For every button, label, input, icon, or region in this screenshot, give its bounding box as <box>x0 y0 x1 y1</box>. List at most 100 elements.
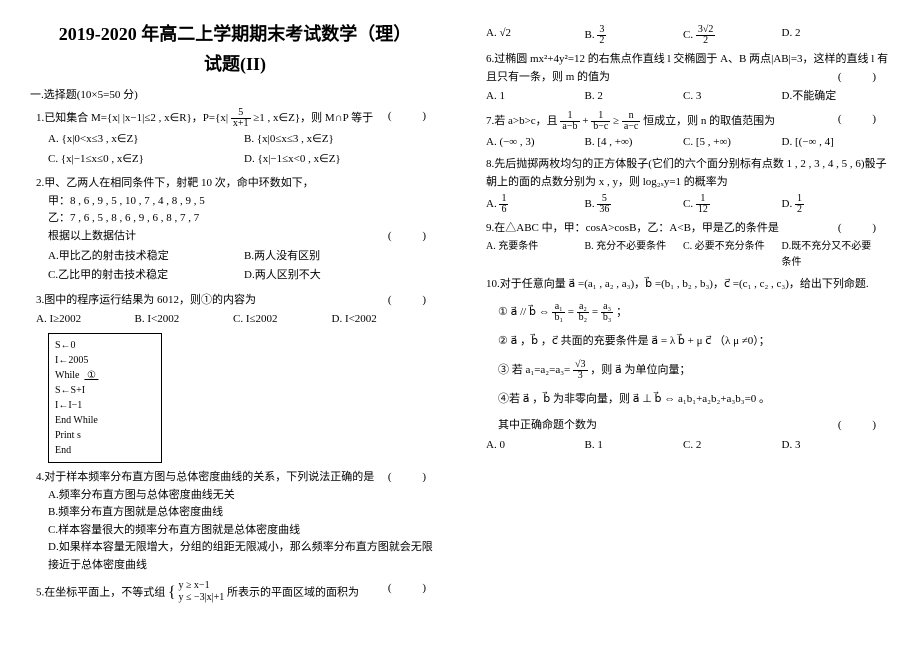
q10-item3: ③ 若 a₁=a₂=a₃= √33 ，则 a⃗ 为单位向量； <box>498 360 890 381</box>
code-line: S←S+I <box>55 383 155 398</box>
q3-stem: 3.图中的程序运行结果为 6012，则①的内容为 <box>36 294 256 306</box>
code-line: I←2005 <box>55 353 155 368</box>
question-6: 6.过椭圆 mx²+4y²=12 的右焦点作直线 l 交椭圆于 A、B 两点|A… <box>486 51 890 106</box>
q4-a: A.频率分布直方图与总体密度曲线无关 <box>48 487 440 505</box>
q10-item1: ① a⃗ // b⃗ ⇔ a₁b₁ = a₂b₂ = a₃b₃ ； <box>498 302 890 323</box>
q9-c: C. 必要不充分条件 <box>683 239 782 271</box>
q7-d: D. [(−∞ , 4] <box>782 134 881 152</box>
q1-d: D. {x|−1≤x<0 , x∈Z} <box>244 151 440 169</box>
q9-d: D.既不充分又不必要条件 <box>782 239 881 271</box>
q8-d: D. 12 <box>782 194 881 215</box>
q10-item4: ④若 a⃗ ，b⃗ 为非零向量，则 a⃗ ⊥ b⃗ ⇔ a₁b₁+a₂b₂+a₃… <box>498 391 890 409</box>
q5-a: A. √2 <box>486 25 585 46</box>
q5-c: C. 3√22 <box>683 25 782 46</box>
question-9: 9.在△ABC 中，甲：cosA>cosB，乙：A<B，甲是乙的条件是 ( ) … <box>486 220 890 272</box>
left-column: 2019-2020 年高二上学期期末考试数学（理） 试题(II) 一.选择题(1… <box>30 20 440 610</box>
q2-a: A.甲比乙的射击技术稳定 <box>48 248 244 266</box>
q8-options: A. 16 B. 536 C. 112 D. 12 <box>486 194 890 215</box>
q10-tail: 其中正确命题个数为 <box>498 419 597 431</box>
question-2: 2.甲、乙两人在相同条件下，射靶 10 次，命中环数如下， 甲：8 , 6 , … <box>36 175 440 287</box>
q3-c: C. I≤2002 <box>233 311 332 329</box>
exam-title: 2019-2020 年高二上学期期末考试数学（理） <box>30 20 440 46</box>
q1-c: C. {x|−1≤x≤0 , x∈Z} <box>48 151 244 169</box>
answer-blank: ( ) <box>838 417 890 435</box>
q1-b: B. {x|0≤x≤3 , x∈Z} <box>244 131 440 149</box>
answer-blank: ( ) <box>388 108 440 126</box>
q10-d: D. 3 <box>782 437 881 455</box>
q7-stem-b: 恒成立，则 n 的取值范围为 <box>643 115 775 127</box>
code-line: End <box>55 443 155 458</box>
question-8: 8.先后抛掷两枚均匀的正方体骰子(它们的六个面分别标有点数 1 , 2 , 3 … <box>486 156 890 214</box>
q5-options: A. √2 B. 32 C. 3√22 D. 2 <box>486 25 890 46</box>
q5-b: B. 32 <box>585 25 684 46</box>
q5-stem-b: 所表示的平面区域的面积为 <box>227 586 359 598</box>
q1-options: A. {x|0<x≤3 , x∈Z} B. {x|0≤x≤3 , x∈Z} C.… <box>48 131 440 170</box>
q9-b: B. 充分不必要条件 <box>585 239 684 271</box>
q3-a: A. I≥2002 <box>36 311 135 329</box>
q4-stem: 4.对于样本频率分布直方图与总体密度曲线的关系，下列说法正确的是 <box>36 471 374 483</box>
code-box: S←0 I←2005 While ① S←S+I I←I−1 End While… <box>48 333 162 463</box>
q5-d: D. 2 <box>782 25 881 46</box>
question-3: 3.图中的程序运行结果为 6012，则①的内容为 ( ) A. I≥2002 B… <box>36 292 440 463</box>
q10-stem: 10.对于任意向量 a⃗ =(a₁ , a₂ , a₃)，b⃗ =(b₁ , b… <box>486 276 890 294</box>
question-4: 4.对于样本频率分布直方图与总体密度曲线的关系，下列说法正确的是 ( ) A.频… <box>36 469 440 575</box>
q3-d: D. I<2002 <box>332 311 431 329</box>
q8-b: B. 536 <box>585 194 684 215</box>
q1-a: A. {x|0<x≤3 , x∈Z} <box>48 131 244 149</box>
q1-stem-b: ≥1 , x∈Z}，则 M∩P 等于 <box>253 112 373 124</box>
q2-data1: 甲：8 , 6 , 9 , 5 , 10 , 7 , 4 , 8 , 9 , 5 <box>48 193 440 211</box>
q2-options: A.甲比乙的射击技术稳定 B.两人没有区别 C.乙比甲的射击技术稳定 D.两人区… <box>48 248 440 287</box>
brace-icon: { <box>168 584 176 601</box>
q9-stem: 9.在△ABC 中，甲：cosA>cosB，乙：A<B，甲是乙的条件是 <box>486 222 779 234</box>
answer-blank: ( ) <box>388 469 440 487</box>
q10-a: A. 0 <box>486 437 585 455</box>
q10-c: C. 2 <box>683 437 782 455</box>
q5-system: y ≥ x−1 y ≤ −3|x|+1 <box>178 580 224 604</box>
q7-b: B. [4 , +∞) <box>585 134 684 152</box>
q2-data2: 乙：7 , 6 , 5 , 8 , 6 , 9 , 6 , 8 , 7 , 7 <box>48 210 440 228</box>
q9-options: A. 充要条件 B. 充分不必要条件 C. 必要不充分条件 D.既不充分又不必要… <box>486 239 890 271</box>
q2-b: B.两人没有区别 <box>244 248 440 266</box>
q2-d: D.两人区别不大 <box>244 267 440 285</box>
answer-blank: ( ) <box>838 220 890 238</box>
q6-b: B. 2 <box>585 88 684 106</box>
q7-stem-a: 7.若 a>b>c，且 <box>486 115 560 127</box>
code-line: S←0 <box>55 338 155 353</box>
q7-options: A. (−∞ , 3) B. [4 , +∞) C. [5 , +∞) D. [… <box>486 134 890 152</box>
answer-blank: ( ) <box>388 228 440 246</box>
q3-options: A. I≥2002 B. I<2002 C. I≤2002 D. I<2002 <box>36 311 440 329</box>
q10-options: A. 0 B. 1 C. 2 D. 3 <box>486 437 890 455</box>
code-line: While ① <box>55 368 155 383</box>
q3-b: B. I<2002 <box>135 311 234 329</box>
q10-b: B. 1 <box>585 437 684 455</box>
question-7: 7.若 a>b>c，且 1a−b + 1b−c ≥ na−c 恒成立，则 n 的… <box>486 111 890 152</box>
q2-prompt: 根据以上数据估计 <box>48 230 136 242</box>
q1-stem-a: 1.已知集合 M={x| |x−1|≤2 , x∈R}，P={x| <box>36 112 231 124</box>
q4-c: C.样本容量很大的频率分布直方图就是总体密度曲线 <box>48 522 440 540</box>
code-line: End While <box>55 413 155 428</box>
code-line: I←I−1 <box>55 398 155 413</box>
q6-options: A. 1 B. 2 C. 3 D.不能确定 <box>486 88 890 106</box>
exam-subtitle: 试题(II) <box>30 50 440 76</box>
q7-a: A. (−∞ , 3) <box>486 134 585 152</box>
section-heading: 一.选择题(10×5=50 分) <box>30 86 440 102</box>
q10-item2: ② a⃗ ，b⃗ ，c⃗ 共面的充要条件是 a⃗ = λ b⃗ + μ c⃗ （… <box>498 333 890 351</box>
q8-a: A. 16 <box>486 194 585 215</box>
code-line: Print s <box>55 428 155 443</box>
answer-blank: ( ) <box>838 69 890 87</box>
q8-c: C. 112 <box>683 194 782 215</box>
q6-stem: 6.过椭圆 mx²+4y²=12 的右焦点作直线 l 交椭圆于 A、B 两点|A… <box>486 53 888 83</box>
q6-a: A. 1 <box>486 88 585 106</box>
q4-b: B.频率分布直方图就是总体密度曲线 <box>48 504 440 522</box>
q1-frac: 5x+1 <box>231 108 251 129</box>
answer-blank: ( ) <box>388 292 440 310</box>
q4-d: D.如果样本容量无限增大，分组的组距无限减小，那么频率分布直方图就会无限接近于总… <box>48 539 440 574</box>
right-column: A. √2 B. 32 C. 3√22 D. 2 6.过椭圆 mx²+4y²=1… <box>480 20 890 610</box>
q8-stem: 8.先后抛掷两枚均匀的正方体骰子(它们的六个面分别标有点数 1 , 2 , 3 … <box>486 156 890 191</box>
q6-d: D.不能确定 <box>782 88 881 106</box>
question-10: 10.对于任意向量 a⃗ =(a₁ , a₂ , a₃)，b⃗ =(b₁ , b… <box>486 276 890 454</box>
question-5: 5.在坐标平面上，不等式组 { y ≥ x−1 y ≤ −3|x|+1 所表示的… <box>36 580 440 606</box>
q2-c: C.乙比甲的射击技术稳定 <box>48 267 244 285</box>
q6-c: C. 3 <box>683 88 782 106</box>
answer-blank: ( ) <box>838 111 890 129</box>
